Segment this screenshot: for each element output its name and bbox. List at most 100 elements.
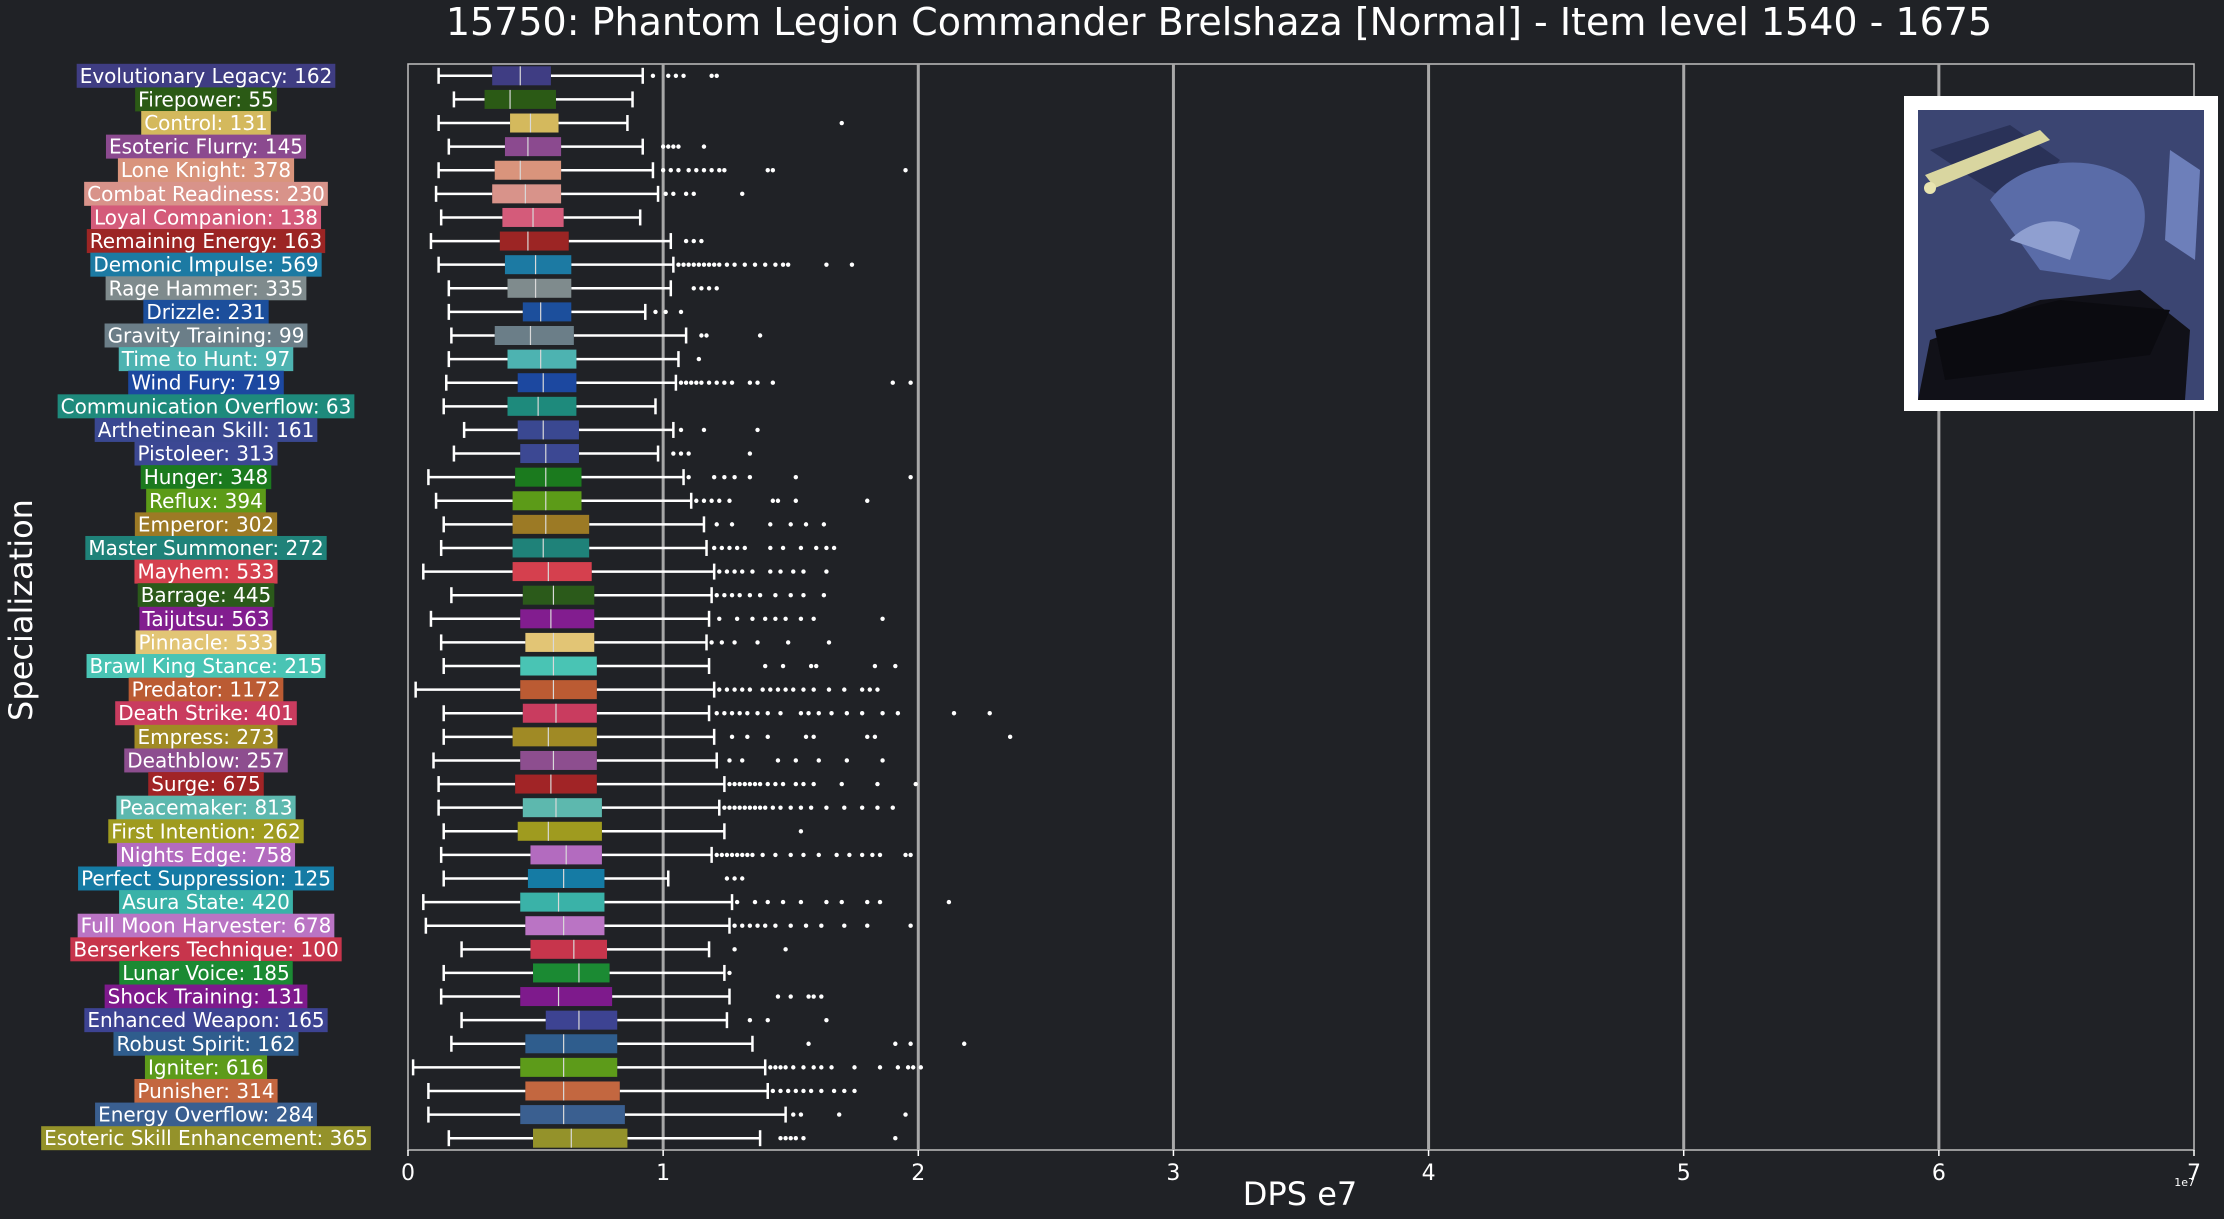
box-body — [484, 89, 556, 109]
category-label-bg — [117, 158, 295, 183]
flier-point — [714, 711, 719, 716]
box-body — [504, 137, 562, 157]
flier-point — [714, 592, 719, 598]
flier-point — [757, 781, 763, 787]
flier-point — [801, 1088, 806, 1094]
category-label-4: Lone Knight: 378 — [117, 158, 295, 183]
box-41 — [450, 1034, 967, 1054]
category-label-text: Gravity Training: 99 — [108, 324, 305, 348]
category-label-bg — [116, 795, 296, 820]
category-label-text: Lone Knight: 378 — [121, 158, 291, 182]
flier-point — [755, 427, 760, 433]
category-label-text: Energy Overflow: 284 — [98, 1103, 314, 1127]
category-label-bg — [41, 1126, 371, 1151]
flier-point — [824, 545, 829, 551]
flier-point — [760, 852, 765, 858]
flier-point — [699, 380, 704, 385]
box-body — [517, 821, 602, 841]
flier-point — [808, 1088, 814, 1094]
box-4 — [437, 160, 908, 180]
category-label-43: Punisher: 314 — [134, 1078, 278, 1103]
flier-point — [775, 994, 781, 999]
category-label-bg — [104, 984, 308, 1009]
category-label-40: Enhanced Weapon: 165 — [84, 1008, 328, 1032]
box-37 — [460, 939, 788, 959]
box-26 — [414, 680, 880, 700]
flier-point — [717, 262, 722, 267]
category-label-text: Pistoleer: 313 — [138, 442, 275, 466]
flier-point — [811, 616, 816, 622]
flier-point — [842, 805, 847, 810]
flier-point — [773, 1065, 778, 1070]
flier-point — [686, 451, 691, 456]
flier-point — [706, 286, 712, 291]
flier-point — [875, 805, 880, 810]
flier-point — [770, 380, 776, 385]
category-label-text: Deathblow: 257 — [127, 748, 285, 772]
flier-point — [765, 899, 770, 905]
category-label-text: Nights Edge: 758 — [120, 843, 292, 867]
flier-point — [880, 758, 885, 763]
category-label-bg — [104, 323, 308, 348]
flier-point — [699, 238, 704, 244]
flier-point — [694, 498, 699, 503]
x-tick-label: 6 — [1932, 1161, 1946, 1186]
flier-point — [691, 191, 696, 197]
flier-point — [780, 545, 786, 551]
flier-point — [752, 899, 758, 905]
flier-point — [877, 899, 883, 905]
flier-point — [946, 899, 952, 905]
box-29 — [432, 750, 885, 770]
category-label-bg — [140, 465, 272, 490]
category-label-bg — [135, 630, 277, 655]
x-tick-label: 3 — [1166, 1161, 1180, 1186]
category-label-text: Communication Overflow: 63 — [61, 394, 352, 418]
box-10 — [447, 302, 684, 322]
flier-point — [747, 805, 753, 810]
flier-point — [696, 356, 702, 362]
flier-point — [732, 947, 737, 952]
flier-point — [666, 73, 671, 79]
flier-point — [798, 1112, 804, 1117]
flier-point — [727, 545, 732, 551]
flier-point — [737, 711, 742, 716]
flier-point — [760, 687, 765, 692]
flier-point — [791, 1112, 796, 1117]
flier-point — [668, 168, 673, 173]
flier-point — [711, 262, 717, 267]
flier-point — [770, 805, 776, 810]
box-13 — [445, 373, 913, 393]
flier-point — [689, 380, 694, 385]
flier-point — [842, 1088, 847, 1094]
flier-point — [747, 474, 753, 480]
flier-point — [819, 994, 824, 999]
flier-point — [663, 309, 668, 315]
flier-point — [671, 451, 676, 456]
flier-point — [745, 852, 750, 858]
flier-point — [831, 545, 837, 551]
box-body — [522, 703, 597, 723]
category-label-text: Peacemaker: 813 — [119, 796, 292, 820]
flier-point — [701, 427, 707, 433]
flier-point — [768, 545, 773, 551]
flier-point — [701, 498, 707, 503]
flier-point — [696, 262, 702, 267]
category-label-bg — [105, 276, 307, 301]
category-label-3: Esoteric Flurry: 145 — [105, 134, 307, 159]
box-body — [530, 939, 608, 959]
box-44 — [427, 1105, 908, 1125]
box-1 — [452, 89, 634, 109]
box-38 — [442, 963, 732, 983]
flier-point — [752, 262, 758, 267]
flier-point — [660, 144, 666, 149]
flier-point — [770, 168, 776, 173]
flier-point — [750, 569, 755, 574]
box-45 — [447, 1128, 898, 1148]
category-label-text: Full Moon Harvester: 678 — [81, 914, 332, 938]
flier-point — [814, 545, 819, 551]
flier-point — [798, 545, 804, 551]
category-label-34: Perfect Suppression: 125 — [78, 866, 334, 891]
flier-point — [742, 781, 747, 787]
flier-point — [681, 73, 686, 79]
flier-point — [793, 1088, 799, 1094]
